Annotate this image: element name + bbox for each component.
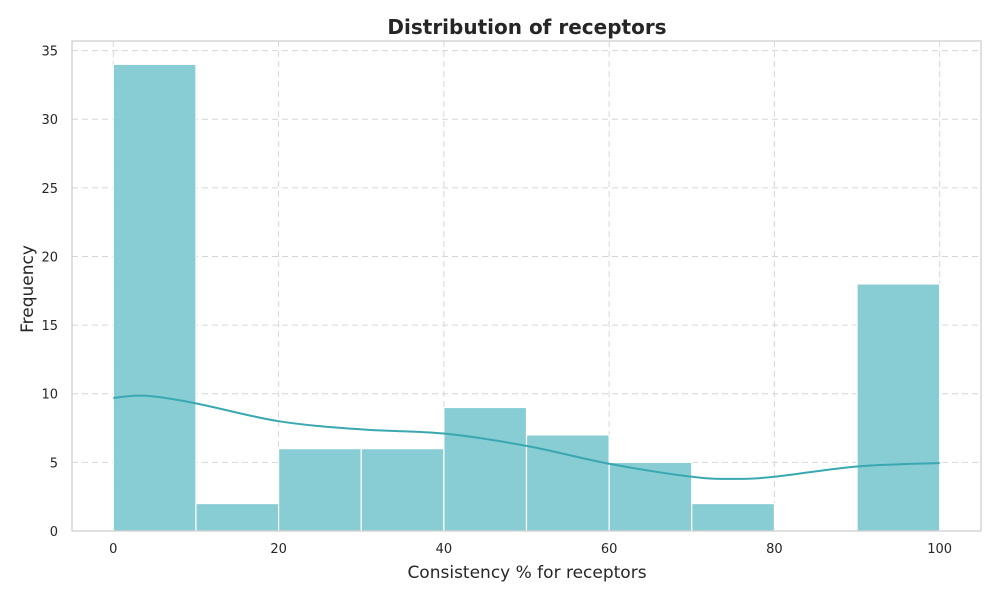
x-tick-label: 100 — [927, 542, 952, 557]
chart-title: Distribution of receptors — [387, 15, 666, 39]
y-axis-ticks: 0 5 10 15 20 25 30 35 — [41, 45, 58, 540]
x-tick-label: 20 — [270, 542, 287, 557]
histogram-bar — [525, 434, 610, 532]
plot-frame — [71, 40, 982, 532]
x-axis-label: Consistency % for receptors — [407, 563, 646, 583]
x-axis-ticks: 0 20 40 60 80 100 — [109, 542, 952, 557]
histogram-bar — [691, 502, 776, 532]
histogram-bar — [195, 502, 280, 532]
x-tick-label: 60 — [601, 542, 618, 557]
histogram-bar — [112, 63, 197, 532]
y-tick-label: 0 — [50, 525, 58, 540]
y-tick-label: 25 — [41, 182, 58, 197]
y-tick-label: 5 — [50, 456, 58, 471]
histogram-bar — [277, 448, 362, 532]
histogram-bars — [112, 63, 941, 532]
histogram-bar — [443, 406, 528, 532]
histogram-bar — [608, 461, 693, 532]
x-tick-label: 0 — [109, 542, 117, 557]
y-tick-label: 20 — [41, 250, 58, 265]
x-tick-label: 80 — [766, 542, 783, 557]
y-tick-label: 15 — [41, 319, 58, 334]
kde-curve — [113, 394, 940, 480]
y-tick-label: 35 — [41, 45, 58, 60]
y-tick-label: 10 — [41, 388, 58, 403]
y-axis-label: Frequency — [18, 245, 38, 333]
y-tick-label: 30 — [41, 113, 58, 128]
histogram-bar — [856, 283, 941, 532]
histogram-bar — [360, 448, 445, 532]
x-tick-label: 40 — [436, 542, 453, 557]
